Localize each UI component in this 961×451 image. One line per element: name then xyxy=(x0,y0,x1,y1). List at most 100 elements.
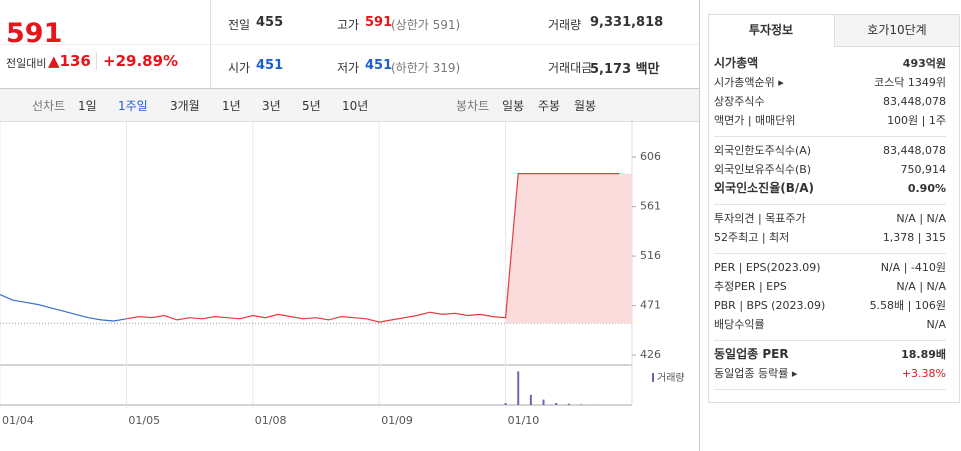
tab-group-label: 봉차트 xyxy=(456,99,490,113)
y-tick-label: 516 xyxy=(640,249,661,262)
info-row: 52주최고 | 최저 1,378 | 315 xyxy=(714,228,946,247)
info-label: 액면가 | 매매단위 xyxy=(714,114,796,127)
info-value: N/A xyxy=(926,318,946,331)
tab-bar xyxy=(0,88,699,122)
invest-tab[interactable]: 호가10단계 xyxy=(834,15,959,47)
period-tab[interactable]: 3개월 xyxy=(170,99,200,113)
info-row: 동일업종 등락률 ▸ +3.38% xyxy=(714,364,946,383)
info-row: 외국인한도주식수(A) 83,448,078 xyxy=(714,141,946,160)
volume-bar xyxy=(529,394,532,405)
volume-bar xyxy=(555,402,558,405)
info-label: PER | EPS(2023.09) xyxy=(714,261,821,274)
main-panel xyxy=(699,0,700,451)
change: ▲136 xyxy=(48,52,91,70)
x-tick-label: 01/09 xyxy=(381,414,413,427)
info-value: 5.58배 | 106원 xyxy=(869,299,946,312)
info-label: 투자의견 | 목표주가 xyxy=(714,212,806,225)
period-tab[interactable]: 1년 xyxy=(222,99,241,113)
info-row: 시가총액 493억원 xyxy=(714,54,946,73)
volume-bar xyxy=(504,402,507,405)
info-label: 52주최고 | 최저 xyxy=(714,231,790,244)
info-value: 18.89배 xyxy=(901,348,946,361)
change-label: 전일대비 xyxy=(6,57,47,70)
volume-bar xyxy=(517,371,520,405)
change-rate: +29.89% xyxy=(96,52,178,70)
info-value: 1,378 | 315 xyxy=(882,231,946,244)
invest-tab[interactable]: 투자정보 xyxy=(748,23,794,37)
y-tick-label: 606 xyxy=(640,150,661,163)
info-row: 투자의견 | 목표주가 N/A | N/A xyxy=(714,209,946,228)
candle-tab[interactable]: 주봉 xyxy=(538,99,561,113)
y-tick-label: 471 xyxy=(640,299,661,312)
summary-value: 5,173 백만 xyxy=(590,62,660,77)
price-line xyxy=(126,173,620,323)
summary-label: 거래량 xyxy=(548,18,582,32)
info-value: +3.38% xyxy=(901,367,946,380)
info-value: 83,448,078 xyxy=(883,144,946,157)
invest-panel xyxy=(708,14,960,403)
x-tick-label: 01/04 xyxy=(2,414,34,427)
candle-tab[interactable]: 일봉 xyxy=(502,99,525,113)
summary-value: 9,331,818 xyxy=(590,15,664,30)
info-value: 100원 | 1주 xyxy=(887,114,946,127)
info-value: 750,914 xyxy=(900,163,947,176)
info-value: N/A | N/A xyxy=(896,212,946,225)
up-icon: ▲ xyxy=(48,52,60,70)
period-tab[interactable]: 1일 xyxy=(78,99,97,113)
period-tab[interactable]: 3년 xyxy=(262,99,281,113)
info-row: PBR | BPS (2023.09) 5.58배 | 106원 xyxy=(714,296,946,315)
info-row: 시가총액순위 ▸ 코스닥 1349위 xyxy=(714,73,946,92)
info-label: 외국인한도주식수(A) xyxy=(714,144,812,157)
info-row: 액면가 | 매매단위 100원 | 1주 xyxy=(714,111,946,130)
legend-label: 거래량 xyxy=(657,372,685,384)
chart: 01/04 01/05 01/08 01/09 01/10 426 471 516 561 606… xyxy=(0,120,685,427)
info-value: 0.90% xyxy=(907,182,946,195)
info-group: 외국인한도주식수(A) 83,448,078 외국인보유주식수(B) 750,914 외… xyxy=(714,137,946,205)
info-row: 추정PER | EPS N/A | N/A xyxy=(714,277,946,296)
divider xyxy=(0,44,699,45)
y-tick-label: 561 xyxy=(640,200,661,213)
info-row: PER | EPS(2023.09) N/A | -410원 xyxy=(714,258,946,277)
info-row: 동일업종 PER 18.89배 xyxy=(714,345,946,364)
candle-tab[interactable]: 월봉 xyxy=(574,99,597,113)
info-label: 동일업종 PER xyxy=(714,347,789,361)
price-line xyxy=(0,294,127,322)
volume-bar xyxy=(567,403,570,405)
info-label: 외국인보유주식수(B) xyxy=(714,163,812,176)
info-value: 83,448,078 xyxy=(883,95,946,108)
change-value: 136 xyxy=(59,52,91,70)
summary-value: 591 xyxy=(365,15,393,30)
summary-label: 저가 xyxy=(337,61,360,75)
info-value: 493억원 xyxy=(902,57,946,70)
summary-label: 고가 xyxy=(337,18,360,32)
info-label: 외국인소진율(B/A) xyxy=(714,181,815,195)
summary-label: 시가 xyxy=(228,61,251,75)
period-tab[interactable]: 10년 xyxy=(342,99,369,113)
info-row: 상장주식수 83,448,078 xyxy=(714,92,946,111)
y-tick-label: 426 xyxy=(640,348,661,361)
x-tick-label: 01/08 xyxy=(255,414,287,427)
x-tick-label: 01/05 xyxy=(128,414,160,427)
summary-label: 거래대금 xyxy=(548,61,593,75)
info-label: 추정PER | EPS xyxy=(714,280,787,293)
info-label: 시가총액 xyxy=(714,56,759,70)
price: 591 xyxy=(6,18,63,49)
area-fill xyxy=(505,173,632,324)
period-tab[interactable]: 5년 xyxy=(302,99,321,113)
info-row: 외국인소진율(B/A) 0.90% xyxy=(714,179,946,198)
period-tab[interactable]: 1주일 xyxy=(118,99,148,113)
summary-note: (상한가 591) xyxy=(391,18,461,32)
info-value: N/A | N/A xyxy=(896,280,946,293)
info-value: N/A | -410원 xyxy=(880,261,946,274)
info-label: 배당수익률 xyxy=(714,318,765,331)
info-label: PBR | BPS (2023.09) xyxy=(714,299,826,312)
summary-value: 451 xyxy=(256,58,284,73)
x-tick-label: 01/10 xyxy=(508,414,540,427)
info-label: 동일업종 등락률 ▸ xyxy=(714,367,798,380)
summary-note: (하한가 319) xyxy=(391,61,461,75)
info-label: 상장주식수 xyxy=(714,95,765,108)
summary-value: 451 xyxy=(365,58,393,73)
